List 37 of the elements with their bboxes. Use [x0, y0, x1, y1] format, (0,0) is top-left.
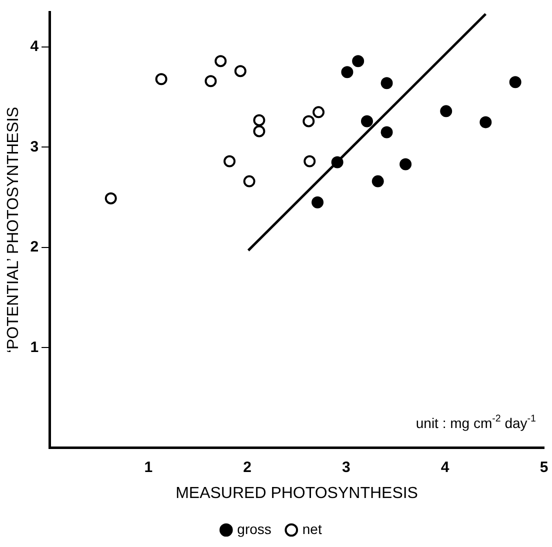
- x-axis-title: MEASURED PHOTOSYNTHESIS: [176, 484, 418, 502]
- x-tick-label: 5: [540, 458, 548, 476]
- point: [243, 175, 256, 188]
- point: [214, 55, 227, 68]
- point: [312, 196, 324, 208]
- point: [380, 77, 393, 90]
- point: [224, 155, 236, 168]
- point: [352, 55, 364, 68]
- point: [312, 106, 325, 118]
- point: [400, 158, 412, 170]
- legend-label: gross: [237, 520, 272, 537]
- point: [302, 115, 315, 128]
- point: [204, 75, 217, 88]
- point: [234, 65, 246, 78]
- point: [155, 73, 168, 86]
- point: [360, 115, 373, 128]
- point: [253, 125, 266, 138]
- x-tick-label: 4: [440, 458, 450, 476]
- y-tick-label: 3: [30, 138, 39, 156]
- y-tick-label: 1: [30, 338, 39, 356]
- point: [380, 126, 393, 138]
- x-tick-label: 2: [243, 458, 252, 476]
- point: [253, 114, 266, 126]
- point: [304, 155, 316, 168]
- y-tick-label: 2: [30, 238, 39, 256]
- point: [331, 156, 344, 168]
- point: [440, 105, 452, 118]
- point: [509, 76, 522, 88]
- x-tick-label: 1: [144, 458, 153, 476]
- point: [372, 175, 384, 188]
- point: [480, 116, 492, 128]
- point: [341, 66, 354, 78]
- legend-label: net: [302, 520, 322, 537]
- y-tick-label: 4: [30, 38, 40, 56]
- y-axis-title: ‘POTENTIAL’ PHOTOSYNTHESIS: [5, 106, 22, 354]
- x-tick-label: 3: [342, 458, 350, 476]
- point: [104, 192, 117, 204]
